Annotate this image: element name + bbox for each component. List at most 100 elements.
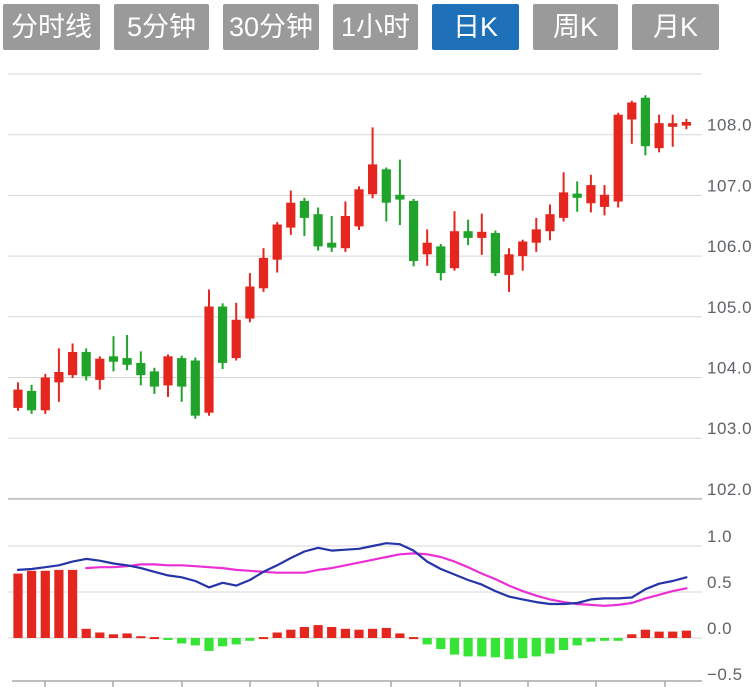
candle <box>258 248 269 292</box>
candle <box>95 356 105 390</box>
candle-body <box>395 194 405 200</box>
candle <box>340 201 350 252</box>
candle-body <box>272 224 282 260</box>
candle <box>122 335 132 371</box>
macd-histogram-bar <box>204 638 214 651</box>
candle-body <box>504 254 514 275</box>
macd-histogram-bar <box>54 569 64 638</box>
candle <box>504 248 514 292</box>
candle-body <box>177 358 187 387</box>
candle-body <box>258 257 269 289</box>
macd-histogram-bar <box>81 628 91 638</box>
dea-line <box>85 552 688 607</box>
tab-30min[interactable]: 30分钟 <box>223 4 319 50</box>
candle <box>613 112 623 208</box>
candle <box>531 217 541 252</box>
candle <box>245 273 255 323</box>
candle <box>395 159 405 226</box>
candle <box>463 219 473 246</box>
macd-histogram-bar <box>163 638 173 640</box>
macd-histogram-bar <box>27 570 37 638</box>
macd-histogram-bar <box>95 632 105 638</box>
macd-histogram-bar <box>108 634 119 638</box>
candle-body <box>136 362 146 376</box>
price-tick-label: 106.0 <box>707 237 752 256</box>
candle <box>572 181 582 212</box>
macd-histogram-bar <box>463 638 473 657</box>
candle-body <box>449 231 460 269</box>
macd-histogram-bar <box>586 638 596 642</box>
candle <box>668 114 678 147</box>
candle <box>681 118 691 130</box>
tab-1hour[interactable]: 1小时 <box>333 4 418 50</box>
candle <box>231 302 241 361</box>
macd-histogram-bar <box>627 634 637 638</box>
macd-histogram-bar <box>504 638 514 660</box>
dif-line <box>16 542 688 606</box>
macd-histogram-bar <box>190 638 200 646</box>
candle-body <box>681 122 691 126</box>
candle <box>136 351 146 386</box>
macd-histogram-bar <box>122 633 132 638</box>
candle-body <box>477 231 487 238</box>
candle-body <box>190 360 200 416</box>
tab-timeline[interactable]: 分时线 <box>3 4 100 50</box>
macd-histogram-bar <box>613 638 623 641</box>
candle <box>40 373 50 414</box>
candle <box>149 367 159 394</box>
price-tick-label: 102.0 <box>707 480 752 499</box>
macd-histogram-bar <box>13 573 23 638</box>
price-tick-label: 103.0 <box>707 419 752 438</box>
tab-monthly-k[interactable]: 月K <box>632 4 719 50</box>
macd-histogram-bar <box>449 638 460 655</box>
price-tick-label: 104.0 <box>707 359 752 378</box>
macd-histogram-bar <box>681 630 691 638</box>
candle <box>477 213 487 255</box>
candle-body <box>545 214 555 232</box>
macd-histogram-bar <box>477 638 487 657</box>
candle-body <box>354 189 364 227</box>
candle <box>68 343 78 379</box>
candle-body <box>531 229 541 243</box>
tab-5min[interactable]: 5分钟 <box>114 4 209 50</box>
candle <box>108 336 119 372</box>
candle <box>545 204 555 241</box>
candle-body <box>422 242 432 255</box>
candle <box>54 348 64 402</box>
macd-histogram-bar <box>299 627 309 638</box>
candle <box>13 382 23 411</box>
candle-body <box>95 358 105 380</box>
candle-body <box>13 389 23 408</box>
candle-body <box>231 319 241 359</box>
candle-body <box>668 123 678 127</box>
macd-histogram-bar <box>422 638 432 645</box>
macd-tick-label: 0.5 <box>707 573 732 592</box>
macd-histogram-bar <box>68 569 78 638</box>
tab-weekly-k[interactable]: 周K <box>533 4 618 50</box>
candle-body <box>490 233 500 274</box>
macd-histogram-bar <box>531 638 541 657</box>
candle-body <box>327 242 337 248</box>
macd-histogram-bar <box>490 638 500 658</box>
macd-histogram-bar <box>518 638 528 659</box>
macd-histogram-bar <box>149 637 159 640</box>
candle <box>422 229 432 266</box>
candle <box>436 244 446 281</box>
candle <box>381 167 391 222</box>
price-tick-label: 107.0 <box>707 176 752 195</box>
tab-daily-k[interactable]: 日K <box>432 4 519 50</box>
price-tick-label: 105.0 <box>707 298 752 317</box>
candle <box>368 127 378 199</box>
macd-histogram-bar <box>136 636 146 639</box>
candle-body <box>572 193 582 198</box>
candle-body <box>245 286 255 319</box>
macd-tick-label: −0.5 <box>707 665 743 684</box>
period-tab-bar: 分时线 5分钟 30分钟 1小时 日K 周K 月K <box>0 0 756 50</box>
macd-histogram-bar <box>559 638 569 650</box>
candle-body <box>81 352 91 377</box>
price-pane: 108.0 107.0 106.0 105.0 104.0 103.0 102.0 <box>8 73 752 500</box>
macd-histogram-bar <box>258 637 269 640</box>
candle-body <box>654 123 664 149</box>
candle <box>313 207 323 251</box>
